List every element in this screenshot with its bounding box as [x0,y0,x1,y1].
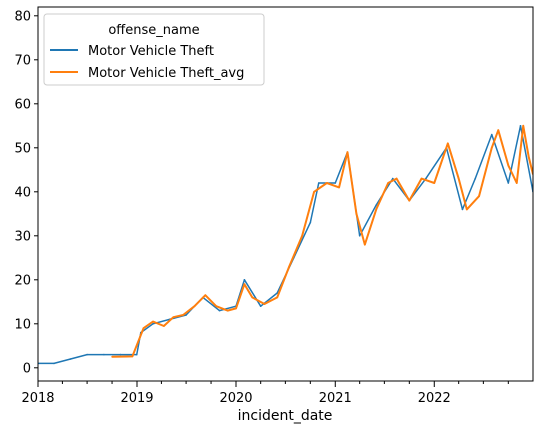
y-tick-label: 70 [14,53,31,68]
data-point [69,358,72,360]
data-point [218,309,221,312]
data-point [522,125,525,127]
data-point [276,296,279,299]
data-point [527,155,530,158]
data-point [309,221,312,224]
data-point [466,208,468,211]
data-point [497,129,500,131]
data-point [288,265,290,268]
data-point [334,182,337,184]
data-point [490,133,493,136]
data-point [317,182,320,184]
data-point [474,177,477,180]
data-point [182,314,184,316]
x-tick-label: 2020 [219,391,252,406]
data-point [276,292,279,294]
data-point [86,353,88,356]
data-point [391,177,394,180]
data-point [364,243,366,246]
data-point [375,204,378,206]
data-point [346,151,349,153]
data-point [142,327,145,330]
data-point [478,195,480,197]
y-tick-label: 60 [14,97,31,112]
data-point [172,316,175,319]
data-point [395,177,398,180]
data-point [338,186,340,189]
data-point [251,296,254,299]
data-point [461,208,464,211]
data-point [457,177,460,180]
data-point [119,353,122,356]
data-point [490,147,493,149]
x-axis-label: incident_date [238,408,333,424]
y-tick-label: 0 [23,361,31,376]
data-point [226,309,229,312]
data-point [152,323,154,325]
data-point [131,355,134,358]
data-point [447,142,449,145]
x-tick-label: 2019 [120,391,153,406]
data-point [420,177,423,180]
y-tick-label: 40 [14,185,31,200]
y-tick-label: 80 [14,9,31,24]
data-point [313,191,315,193]
data-point [515,182,518,184]
data-point [433,182,436,184]
data-point [235,307,237,310]
legend-label-series-2: Motor Vehicle Theft_avg [88,66,244,81]
data-point [375,208,378,211]
data-point [519,125,522,127]
legend: offense_name Motor Vehicle Theft Motor V… [43,13,265,86]
data-point [193,305,196,308]
data-point [507,182,510,184]
x-tick-label: 2018 [21,391,54,406]
legend-title: offense_name [108,23,199,38]
data-point [204,294,207,297]
data-point [53,362,55,365]
y-tick-label: 20 [14,273,31,288]
legend-label-series-1: Motor Vehicle Theft [88,44,214,59]
data-point [103,353,105,356]
data-point [135,353,138,356]
series-line-1 [38,125,533,365]
data-point [507,164,510,167]
data-point [259,305,262,308]
y-tick-label: 10 [14,317,31,332]
y-tick-label: 30 [14,229,31,244]
data-point [326,182,328,184]
x-tick-label: 2021 [319,391,352,406]
data-point [243,283,246,286]
data-point [355,213,358,215]
data-point [243,279,246,281]
data-point [358,235,361,237]
data-point [263,303,266,305]
y-tick-label: 50 [14,141,31,156]
legend-box [43,13,265,86]
data-point [301,235,303,237]
data-point [163,325,165,327]
x-tick-label: 2022 [418,391,451,406]
data-point [152,320,154,323]
data-point [408,199,411,202]
data-point [215,305,217,308]
data-point [111,356,113,358]
data-point [387,182,389,184]
data-point [185,314,187,316]
series-line-2 [112,124,533,358]
